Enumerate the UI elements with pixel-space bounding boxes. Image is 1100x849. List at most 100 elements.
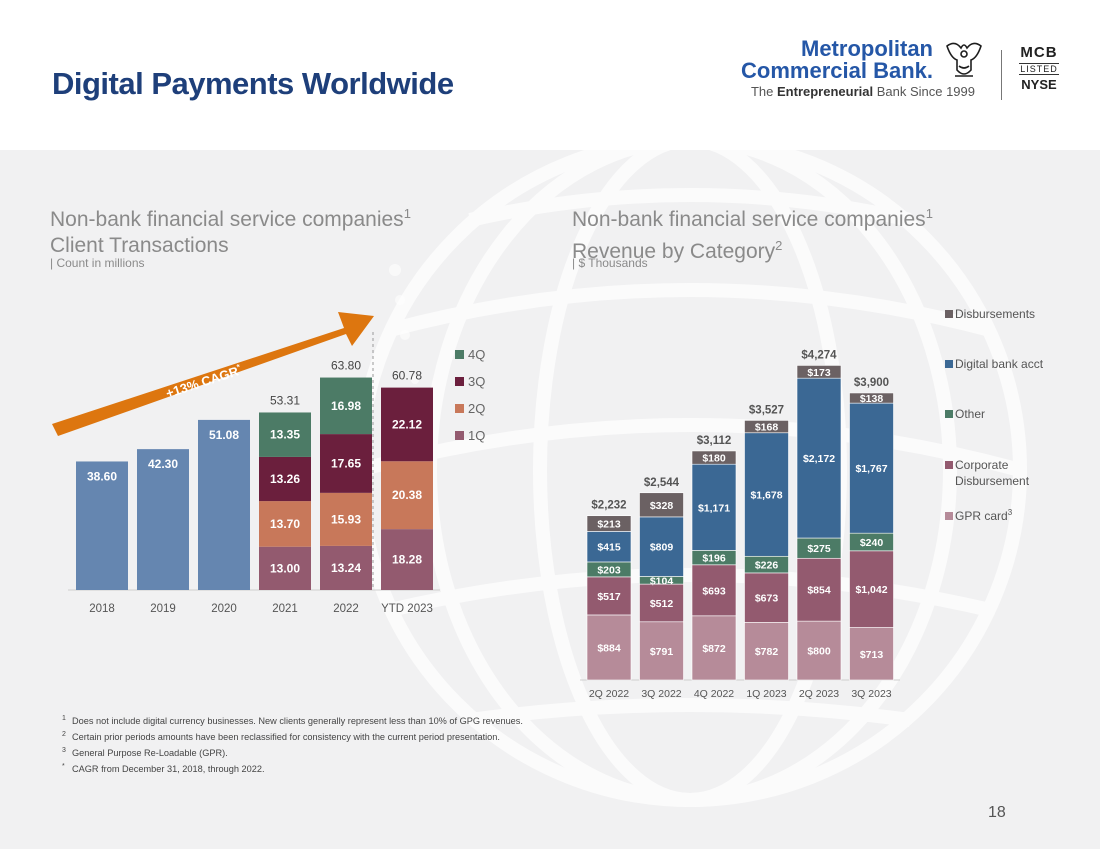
seg-2022-2Q xyxy=(320,492,372,546)
seg-label-2022-1Q: 13.24 xyxy=(331,561,361,575)
right-chart-title: Non-bank financial service companies1 Re… xyxy=(572,201,933,265)
footnote-text: General Purpose Re-Loadable (GPR). xyxy=(72,748,228,759)
seg-label-2Q 2022-Disbursements: $213 xyxy=(597,519,621,531)
seg-2Q 2022-Digital bank acct xyxy=(586,531,632,563)
total-2021: 53.31 xyxy=(270,393,300,407)
footnote-mark: 1 xyxy=(62,715,66,722)
seg-2Q 2022-Corporate Disbursement xyxy=(586,576,632,616)
seg-label-2Q 2023-GPR card: $800 xyxy=(807,646,831,658)
cagr-sup: * xyxy=(236,362,243,372)
seg-2021-2Q xyxy=(259,501,311,547)
seg-3Q 2023-GPR card xyxy=(849,627,894,681)
total-2022: 63.80 xyxy=(331,359,361,373)
left-title-line1: Non-bank financial service companies xyxy=(50,208,404,231)
tick-2021: 2021 xyxy=(272,603,298,615)
bar-label-2019: 42.30 xyxy=(148,457,178,471)
bar-label-2018: 38.60 xyxy=(87,469,117,483)
logo-line1: Metropolitan xyxy=(801,36,933,61)
tagline-pre: The xyxy=(750,84,777,99)
left-chart: 38.60 2018 42.30 2019 51.08 2020 13.00 13.70 13.… xyxy=(52,312,485,615)
right-chart-unit: | $ Thousands xyxy=(572,256,648,270)
footnote-mark: 2 xyxy=(62,731,66,739)
logo-tagline: The Entrepreneurial Bank Since 1999 xyxy=(751,84,975,99)
total-4Q 2022: $3,112 xyxy=(697,435,732,447)
seg-label-2021-2Q: 13.70 xyxy=(270,517,300,531)
seg-label-YTD 2023-1Q: 18.28 xyxy=(392,553,422,567)
seg-2Q 2023-GPR card xyxy=(796,620,842,681)
seg-label-YTD 2023-2Q: 20.38 xyxy=(392,488,422,502)
tagline-bold: Entrepreneurial xyxy=(777,84,874,99)
legend-label-Digital bank acct: Digital bank acct xyxy=(955,357,1044,371)
seg-2021-3Q xyxy=(259,456,311,502)
tick-2Q 2022: 2Q 2022 xyxy=(589,688,629,700)
bar-2019 xyxy=(137,449,189,590)
ticker-badge: MCB LISTED NYSE xyxy=(1019,44,1059,92)
logo-divider xyxy=(1001,50,1002,100)
right-title-line1: Non-bank financial service companies xyxy=(572,208,926,231)
seg-2Q 2023-Corporate Disbursement xyxy=(796,557,842,622)
eagle-icon xyxy=(946,42,982,77)
seg-2Q 2023-Disbursements xyxy=(796,365,842,379)
seg-label-3Q 2022-Corporate Disbursement: $512 xyxy=(650,598,674,610)
total-1Q 2023: $3,527 xyxy=(749,404,784,416)
right-title-line2: Revenue by Category xyxy=(572,240,776,263)
seg-label-2Q 2022-Digital bank acct: $415 xyxy=(597,542,621,554)
seg-label-2021-3Q: 13.26 xyxy=(270,472,300,486)
seg-label-1Q 2023-GPR card: $782 xyxy=(755,646,779,658)
seg-label-1Q 2023-Disbursements: $168 xyxy=(755,422,779,434)
footnotes: 1 Does not include digital currency busin… xyxy=(62,712,523,776)
legend-swatch-2Q xyxy=(455,404,464,413)
seg-label-2022-2Q: 15.93 xyxy=(331,512,361,526)
seg-label-3Q 2022-Disbursements: $328 xyxy=(650,500,674,512)
company-logo: Metropolitan Commercial Bank. The Entrep… xyxy=(741,36,1085,106)
seg-label-2021-4Q: 13.35 xyxy=(270,428,300,442)
legend-swatch-Other xyxy=(945,410,953,418)
seg-4Q 2022-Disbursements xyxy=(691,450,737,465)
seg-label-YTD 2023-3Q: 22.12 xyxy=(392,417,422,431)
right-title-sup2: 2 xyxy=(775,238,783,253)
total-3Q 2022: $2,544 xyxy=(644,477,680,489)
footnote-3: 3 General Purpose Re-Loadable (GPR). xyxy=(62,744,523,760)
seg-4Q 2022-Corporate Disbursement xyxy=(691,564,737,617)
legend-swatch-4Q xyxy=(455,350,464,359)
legend-label-3Q: 3Q xyxy=(468,374,485,389)
seg-2Q 2023-Digital bank acct xyxy=(796,377,842,539)
tick-3Q 2023: 3Q 2023 xyxy=(851,688,891,700)
left-title-sup: 1 xyxy=(403,206,411,221)
seg-label-3Q 2023-Digital bank acct: $1,767 xyxy=(855,463,887,475)
seg-label-1Q 2023-Digital bank acct: $1,678 xyxy=(750,490,782,502)
total-YTD 2023: 60.78 xyxy=(392,369,422,383)
footnote-text: Does not include digital currency busine… xyxy=(72,716,523,727)
tick-3Q 2022: 3Q 2022 xyxy=(641,688,681,700)
footnote-mark: * xyxy=(62,763,65,771)
legend-label-Other: Other xyxy=(955,407,985,421)
seg-1Q 2023-GPR card xyxy=(744,622,789,681)
legend-label-Corporate Disbursement: Corporate xyxy=(955,458,1009,472)
seg-2022-3Q xyxy=(320,434,372,493)
seg-label-2Q 2022-GPR card: $884 xyxy=(597,642,621,654)
tick-2018: 2018 xyxy=(89,603,115,615)
page-number: 18 xyxy=(988,804,1006,821)
tick-2Q 2023: 2Q 2023 xyxy=(799,688,839,700)
footnote-text: CAGR from December 31, 2018, through 202… xyxy=(72,764,265,775)
seg-label-4Q 2022-Corporate Disbursement: $693 xyxy=(702,585,726,597)
seg-YTD 2023-2Q xyxy=(381,461,433,530)
tick-4Q 2022: 4Q 2022 xyxy=(694,688,734,700)
seg-2Q 2022-Disbursements xyxy=(586,515,632,532)
seg-YTD 2023-1Q xyxy=(381,529,433,590)
cagr-label: +13% CAGR* xyxy=(164,362,244,401)
seg-label-3Q 2022-Digital bank acct: $809 xyxy=(650,542,674,554)
seg-2021-4Q xyxy=(259,412,311,457)
seg-label-2021-1Q: 13.00 xyxy=(270,561,300,575)
legend-label-1Q: 1Q xyxy=(468,428,485,443)
total-3Q 2023: $3,900 xyxy=(854,377,889,389)
right-chart: $884 $517 $203 $415 $213 $2,232 2Q 2022 $791 $51… xyxy=(580,307,1044,700)
seg-label-3Q 2022-Other: $104 xyxy=(650,575,674,587)
bar-label-2020: 51.08 xyxy=(209,428,239,442)
seg-label-2Q 2023-Corporate Disbursement: $854 xyxy=(807,585,831,597)
tick-YTD 2023: YTD 2023 xyxy=(381,603,433,615)
left-title-line2: Client Transactions xyxy=(50,234,229,257)
seg-3Q 2022-Digital bank acct xyxy=(639,516,684,577)
seg-1Q 2023-Corporate Disbursement xyxy=(744,572,789,623)
seg-label-2Q 2023-Other: $275 xyxy=(807,543,831,555)
